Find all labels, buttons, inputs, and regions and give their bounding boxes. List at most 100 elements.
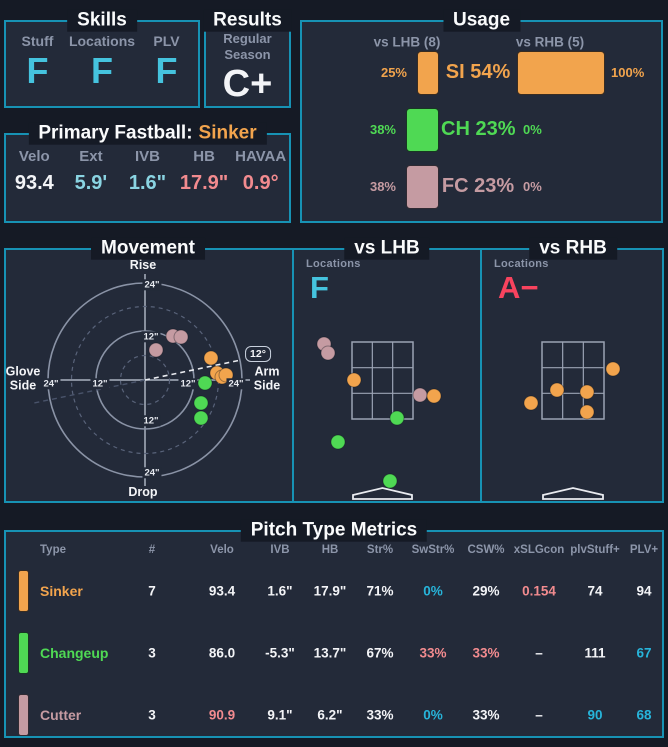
fastball-havaa-value: 0.9°: [242, 172, 279, 194]
vs-rhb-pane: Locations A−: [482, 250, 662, 501]
metrics-cell: 74: [587, 583, 603, 599]
usage-pitch-label: SI 54%: [445, 61, 511, 83]
pitch-name: Cutter: [40, 707, 82, 723]
usage-panel: Usage vs LHB (8) vs RHB (5) 25% SI 54% 100…: [300, 9, 663, 223]
tick-top-24: 24": [142, 279, 162, 291]
usage-rhb-group: 0%: [515, 122, 661, 137]
fastball-velo-label: Velo: [18, 148, 50, 165]
metrics-cell: 71%: [366, 583, 394, 599]
metrics-row: Changeup 3 86.0 -5.3" 13.7" 67% 33% 33% – 111 67: [6, 629, 662, 677]
skill-locations-label: Locations: [68, 33, 136, 49]
arm-angle-chip: 12°: [245, 346, 271, 362]
movement-point: [193, 395, 209, 411]
usage-lhb-group: 25%: [302, 50, 441, 95]
pitch-location-point: [382, 473, 398, 489]
metrics-cell: 68: [636, 707, 652, 723]
movement-point: [193, 410, 209, 426]
movement-point: [173, 329, 189, 345]
metrics-column-header: IVB: [270, 544, 290, 556]
pitch-location-point: [412, 387, 428, 403]
pitch-location-point: [579, 404, 595, 420]
skill-stuff: Stuff F: [6, 33, 69, 89]
metrics-cell: 29%: [472, 583, 500, 599]
skill-plv-label: PLV: [153, 33, 180, 49]
tick-right-12: 12": [178, 378, 198, 390]
metrics-cell: 90.9: [208, 707, 236, 723]
usage-lhb-bar: [406, 164, 439, 209]
tick-left-24: 24": [41, 378, 61, 390]
metrics-cell: 17.9": [313, 583, 347, 599]
metrics-cell: 0%: [423, 583, 443, 599]
usage-rhb-bar: [517, 50, 605, 95]
usage-lhb-pct: 25%: [380, 65, 407, 80]
metrics-column-header: xSLGcon: [513, 544, 565, 556]
usage-row: 38% FC 23% 0%: [302, 158, 661, 215]
fastball-stat-ivb: IVB 1.6": [119, 148, 176, 195]
metrics-cell: 33%: [472, 645, 500, 661]
lhb-locations-label: Locations: [306, 258, 361, 270]
results-panel: Results Regular Season C+: [203, 9, 292, 108]
metrics-row: Cutter 3 90.9 9.1" 6.2" 33% 0% 33% – 90 68: [6, 691, 662, 739]
usage-rhb-group: 0%: [515, 179, 661, 194]
pitch-name: Changeup: [40, 645, 109, 661]
pitch-type-metrics-panel: Pitch Type Metrics Type # Velo IVB HB Str% SwS…: [4, 519, 664, 739]
usage-lhb-header: vs LHB (8): [373, 34, 441, 50]
rhb-locations-label: Locations: [494, 258, 549, 270]
pitch-name: Sinker: [40, 583, 83, 599]
skills-panel: Skills Stuff F Locations F PLV F: [4, 9, 200, 108]
movement-point: [148, 342, 164, 358]
home-plate: [542, 487, 604, 500]
vs-rhb-title: vs RHB: [529, 237, 617, 260]
usage-rhb-pct: 0%: [523, 122, 542, 137]
skill-locations: Locations F: [69, 33, 135, 89]
metrics-cell: 3: [148, 707, 156, 723]
metrics-cell: 93.4: [208, 583, 236, 599]
pitch-color-swatch: [18, 570, 29, 612]
usage-row: 25% SI 54% 100%: [302, 44, 661, 101]
vs-lhb-title: vs LHB: [344, 237, 430, 260]
metrics-cell: 33%: [419, 645, 447, 661]
fastball-ivb-value: 1.6": [128, 172, 167, 194]
fastball-stats: Velo 93.4 Ext 5.9' IVB 1.6" HB 17.9" HAV…: [6, 135, 289, 195]
metrics-cell: 33%: [366, 707, 394, 723]
skill-plv-grade: F: [155, 50, 178, 91]
skill-stuff-grade: F: [26, 50, 49, 91]
metrics-cell: 1.6": [267, 583, 293, 599]
pitch-location-point: [549, 382, 565, 398]
fastball-havaa-label: HAVAA: [235, 148, 287, 165]
pitch-location-point: [579, 384, 595, 400]
metrics-row: Sinker 7 93.4 1.6" 17.9" 71% 0% 29% 0.154 74 94: [6, 567, 662, 615]
pitch-location-point: [346, 372, 362, 388]
metrics-column-header: Str%: [366, 544, 394, 556]
metrics-title: Pitch Type Metrics: [240, 519, 428, 542]
divider: [292, 250, 294, 501]
fastball-stat-havaa: HAVAA 0.9°: [232, 148, 289, 195]
skill-locations-grade: F: [91, 50, 113, 91]
metrics-cell: 3: [148, 645, 156, 661]
usage-lhb-group: 38%: [302, 164, 441, 209]
pitch-color-swatch: [18, 694, 29, 736]
metrics-cell: 7: [148, 583, 156, 599]
usage-lhb-pct: 38%: [369, 122, 396, 137]
metrics-cell: 0%: [423, 707, 443, 723]
metrics-column-header: plvStuff+: [570, 544, 620, 556]
metrics-cell: 111: [584, 645, 606, 661]
fastball-hb-value: 17.9": [179, 172, 229, 194]
fastball-velo-value: 93.4: [14, 172, 54, 194]
metrics-cell: 13.7": [313, 645, 347, 661]
fastball-ivb-label: IVB: [134, 148, 160, 165]
tick-right-24: 24": [226, 378, 246, 390]
tick-bottom-12: 12": [141, 415, 161, 427]
skills-grades: Stuff F Locations F PLV F: [6, 22, 198, 89]
fastball-stat-velo: Velo 93.4: [6, 148, 63, 195]
tick-left-12: 12": [90, 378, 110, 390]
primary-fastball-panel: Primary Fastball: Sinker Velo 93.4 Ext 5.…: [4, 122, 291, 223]
metrics-cell: 86.0: [208, 645, 236, 661]
lhb-grade: F: [310, 270, 329, 305]
metrics-column-header: HB: [321, 544, 339, 556]
fastball-ext-label: Ext: [79, 148, 103, 165]
primary-fastball-title-prefix: Primary Fastball:: [38, 122, 193, 144]
metrics-cell: 90: [587, 707, 603, 723]
skill-stuff-label: Stuff: [21, 33, 54, 49]
rhb-grade: A−: [498, 270, 539, 305]
